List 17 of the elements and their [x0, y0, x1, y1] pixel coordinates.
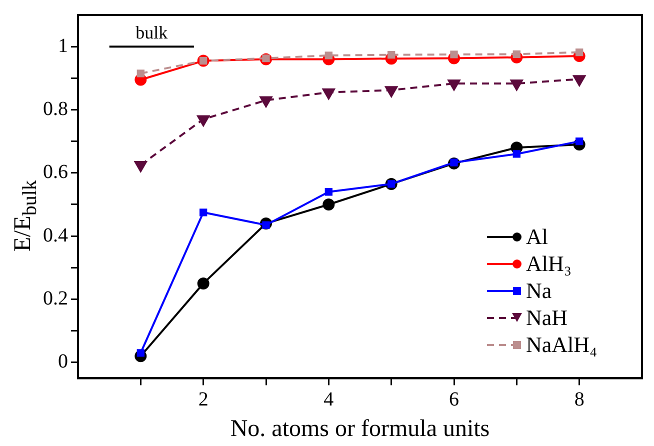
legend-label: AlH₃	[526, 250, 572, 278]
x-tick-label: 4	[324, 388, 334, 410]
y-tick-label: 0.6	[43, 161, 68, 184]
series-label: bulk	[136, 22, 168, 42]
x-tick-label: 2	[198, 388, 208, 410]
legend-label: Al	[526, 223, 548, 250]
x-axis-title: No. atoms or formula units	[230, 416, 490, 442]
legend-label: NaH	[526, 304, 568, 332]
x-tick-label: 6	[449, 388, 459, 410]
legend-label: NaAlH₄	[526, 331, 598, 358]
legend-label: Na	[526, 277, 552, 304]
y-tick-label: 0.4	[43, 224, 68, 246]
y-tick-label: 0.8	[43, 98, 68, 120]
y-tick-label: 0.2	[43, 287, 68, 310]
y-tick-label: 1	[58, 34, 68, 57]
x-tick-label: 8	[574, 388, 584, 410]
y-tick-label: 0	[58, 350, 68, 373]
